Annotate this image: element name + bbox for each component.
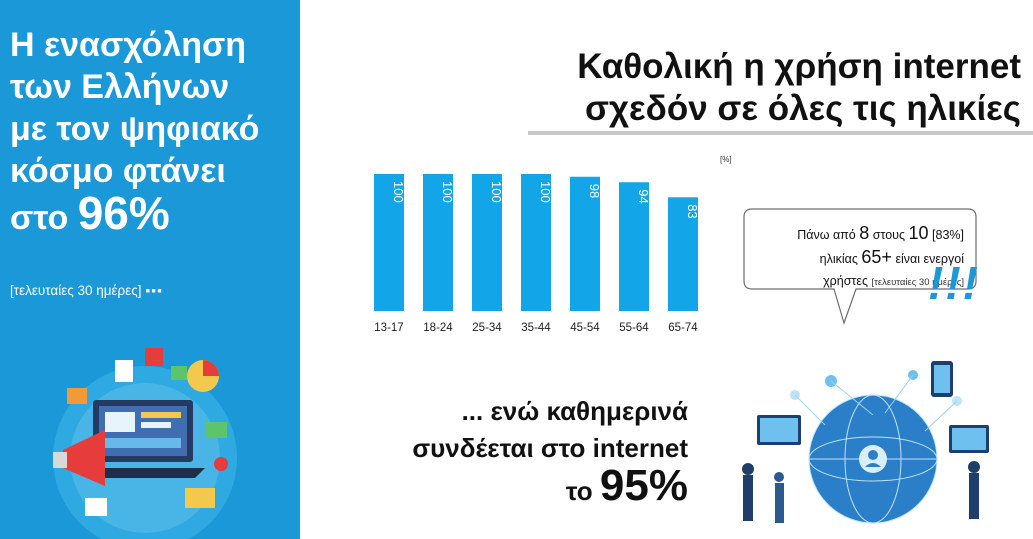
daily-value: 95% (599, 461, 688, 510)
x-tick-65-74: 65-74 (668, 322, 698, 334)
daily-line-2: συνδέεται στο internet (412, 433, 688, 463)
bar-25-34 (472, 174, 502, 311)
title-divider (528, 131, 1033, 135)
left-panel: Η ενασχόληση των Ελλήνων με τον ψηφιακό … (0, 0, 300, 539)
daily-prefix: το (565, 476, 593, 506)
headline-line-5: στο 96% (10, 190, 298, 239)
callout-l3-main: χρήστες (823, 274, 868, 288)
bar-35-44 (521, 174, 551, 311)
data-label-65-74: 83 (685, 204, 700, 218)
bar-18-24 (423, 174, 453, 311)
x-tick-25-34: 25-34 (472, 322, 502, 334)
x-tick-13-17: 13-17 (374, 322, 403, 334)
bar-55-64 (619, 182, 649, 311)
callout-l2-suffix: είναι ενεργοί (895, 252, 964, 266)
page-title: Καθολική η χρήση internet σχεδόν σε όλες… (577, 46, 1021, 130)
left-subtext: [τελευταίες 30 ημέρες] ▪▪▪ (10, 283, 163, 298)
globe-network-illustration (742, 361, 989, 524)
callout-l1-pct: [83%] (932, 228, 964, 242)
left-headline: Η ενασχόληση των Ελλήνων με τον ψηφιακό … (10, 24, 298, 239)
headline-line-1: Η ενασχόληση (10, 26, 247, 64)
callout-line-3: χρήστες [τελευταίες 30 ημέρες] (748, 270, 964, 294)
x-tick-35-44: 35-44 (521, 322, 551, 334)
callout-line-2: ηλικίας 65+ είναι ενεργοί (748, 246, 964, 270)
data-label-18-24: 100 (440, 181, 455, 203)
x-tick-45-54: 45-54 (570, 322, 600, 334)
bar-13-17 (374, 174, 404, 311)
callout-l1-prefix: Πάνω από (797, 228, 856, 242)
callout-l2-prefix: ηλικίας (819, 252, 858, 266)
callout-line-1: Πάνω από 8 στους 10 [83%] (748, 222, 964, 246)
data-label-13-17: 100 (391, 181, 406, 203)
title-line-1: Καθολική η χρήση internet (577, 47, 1021, 86)
subtext-label: [τελευταίες 30 ημέρες] (10, 283, 142, 298)
x-tick-55-64: 55-64 (619, 322, 649, 334)
callout-l2-num: 65+ (861, 247, 892, 267)
x-tick-18-24: 18-24 (423, 322, 453, 334)
data-label-35-44: 100 (538, 181, 553, 203)
speech-bubble (743, 208, 977, 325)
headline-line-3: με τον ψηφιακό (10, 110, 260, 148)
age-usage-bar-chart: 100 13-17 100 18-24 100 25-34 100 35-44 98 45-54 9… (374, 174, 700, 334)
headline-value: 96% (77, 187, 170, 239)
callout-l1-mid: στους (872, 228, 906, 242)
chart-unit-label: [%] (720, 155, 732, 164)
title-line-2: σχεδόν σε όλες τις ηλικίες (584, 89, 1021, 128)
headline-prefix: στο (10, 199, 69, 237)
callout-l3-note: [τελευταίες 30 ημέρες] (871, 277, 964, 288)
digital-marketing-illustration (53, 348, 237, 539)
bar-45-54 (570, 176, 600, 311)
callout-l1-num-a: 8 (859, 223, 870, 243)
bar-65-74 (668, 197, 698, 311)
subtext-dots: ▪▪▪ (145, 283, 163, 298)
headline-line-2: των Ελλήνων (10, 68, 230, 106)
callout-text: Πάνω από 8 στους 10 [83%] ηλικίας 65+ εί… (748, 222, 964, 294)
data-label-55-64: 94 (636, 189, 651, 203)
headline-line-4: κόσμο φτάνει (10, 152, 226, 190)
daily-usage-text: ... ενώ καθημερινά συνδέεται στο interne… (412, 393, 688, 510)
daily-line-3: το 95% (412, 464, 688, 510)
daily-line-1: ... ενώ καθημερινά (461, 396, 688, 426)
data-label-25-34: 100 (489, 181, 504, 203)
data-label-45-54: 98 (587, 184, 602, 198)
callout-l1-num-b: 10 (908, 223, 929, 243)
exclamation-marks: !!! (928, 257, 980, 309)
